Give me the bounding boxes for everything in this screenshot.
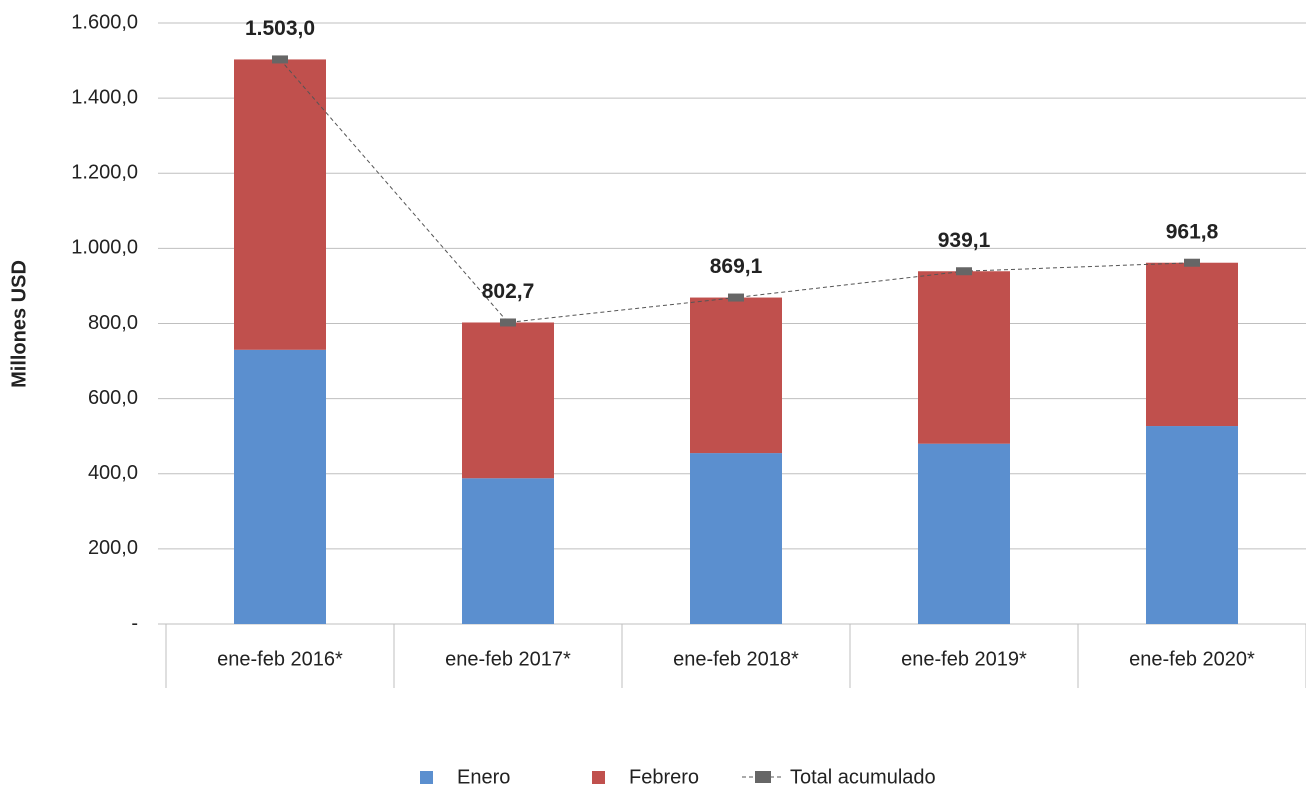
legend-label: Total acumulado — [790, 766, 936, 788]
line-marker — [956, 267, 972, 276]
y-tick-label: 600,0 — [88, 387, 138, 409]
data-label: 869,1 — [710, 255, 763, 278]
x-tick-label: ene-feb 2016* — [217, 648, 343, 670]
bar-segment — [918, 271, 1010, 444]
data-label: 961,8 — [1166, 220, 1219, 243]
legend-label: Enero — [457, 766, 510, 788]
line-marker — [500, 318, 516, 327]
data-label: 1.503,0 — [245, 17, 315, 40]
y-tick-label: 1.400,0 — [71, 86, 138, 108]
bar-segment — [462, 478, 554, 624]
bar-segment — [690, 453, 782, 624]
bar-segment — [1146, 426, 1238, 624]
y-tick-label: 200,0 — [88, 537, 138, 559]
y-tick-label: 800,0 — [88, 312, 138, 334]
legend-label: Febrero — [629, 766, 699, 788]
y-tick-label: - — [131, 612, 138, 634]
x-tick-label: ene-feb 2017* — [445, 648, 571, 670]
legend-marker — [755, 771, 771, 783]
bar-segment — [234, 59, 326, 350]
bar-segment — [690, 297, 782, 454]
legend-swatch — [420, 771, 433, 784]
bar-segment — [918, 443, 1010, 624]
y-tick-label: 1.600,0 — [71, 11, 138, 33]
total-line — [279, 59, 1193, 324]
y-tick-label: 1.000,0 — [71, 237, 138, 259]
line-marker — [272, 55, 288, 64]
legend-swatch — [592, 771, 605, 784]
line-marker — [1184, 258, 1200, 267]
x-tick-label: ene-feb 2018* — [673, 648, 799, 670]
line-marker — [728, 293, 744, 302]
bar-segment — [1146, 262, 1238, 427]
y-tick-label: 1.200,0 — [71, 162, 138, 184]
y-axis-label: Millones USD — [8, 260, 30, 388]
x-tick-label: ene-feb 2020* — [1129, 648, 1255, 670]
bar-segment — [234, 349, 326, 624]
y-tick-label: 400,0 — [88, 462, 138, 484]
x-tick-label: ene-feb 2019* — [901, 648, 1027, 670]
data-label: 802,7 — [482, 280, 535, 303]
data-label: 939,1 — [938, 229, 991, 252]
bar-segment — [462, 322, 554, 479]
